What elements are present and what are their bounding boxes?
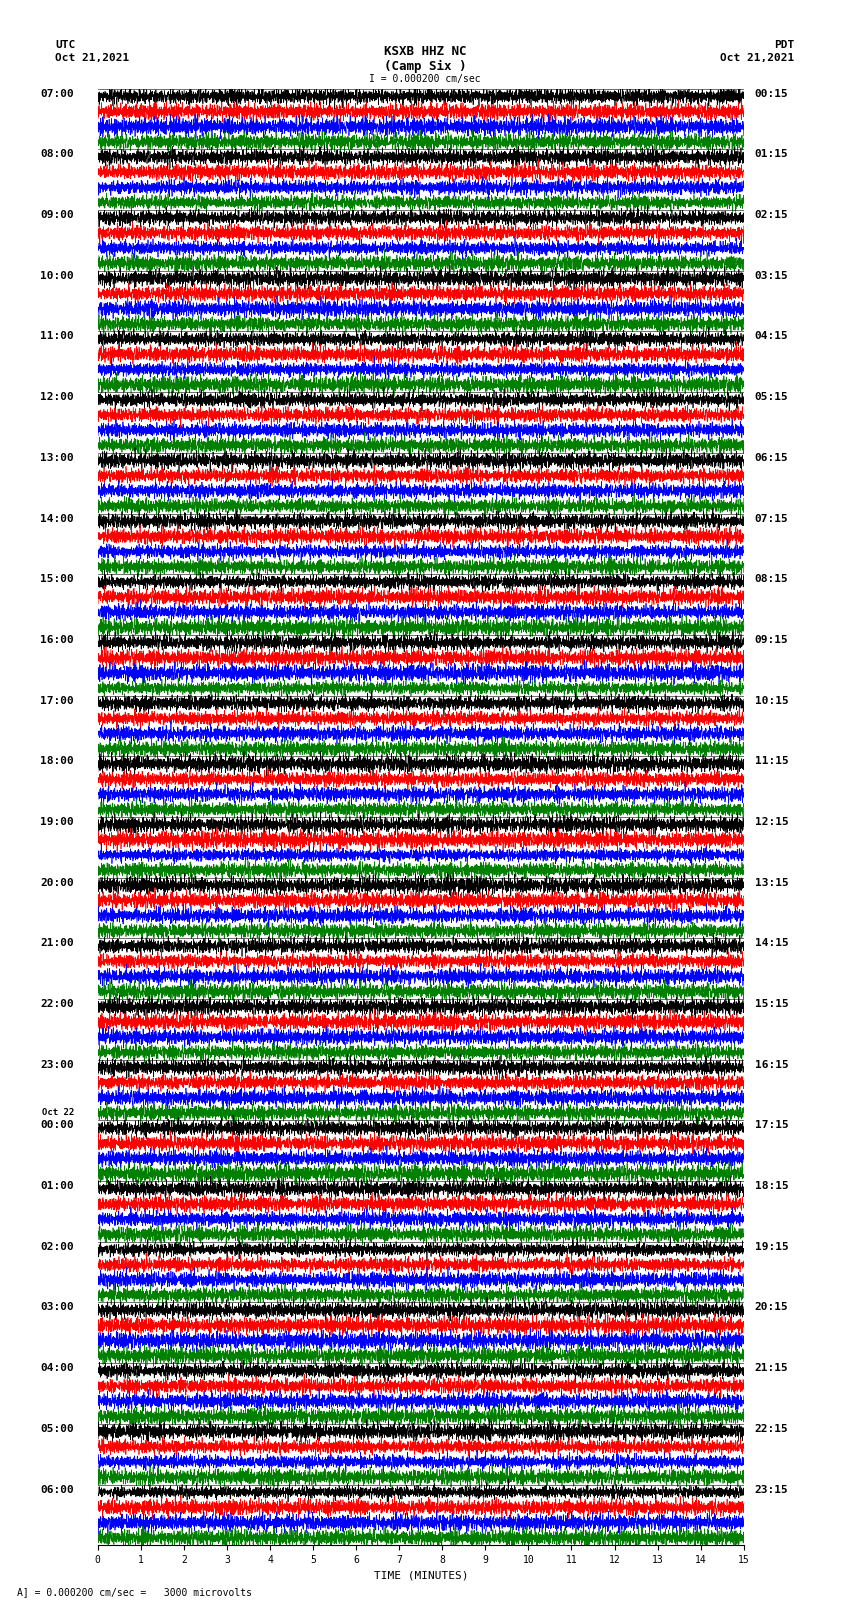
Text: 23:15: 23:15	[755, 1484, 788, 1495]
Text: 01:15: 01:15	[755, 150, 788, 160]
Text: 13:00: 13:00	[40, 453, 74, 463]
X-axis label: TIME (MINUTES): TIME (MINUTES)	[373, 1571, 468, 1581]
Text: 23:00: 23:00	[40, 1060, 74, 1069]
Text: 04:00: 04:00	[40, 1363, 74, 1373]
Text: 10:15: 10:15	[755, 695, 788, 705]
Text: Oct 21,2021: Oct 21,2021	[55, 53, 129, 63]
Text: 22:15: 22:15	[755, 1424, 788, 1434]
Text: 14:00: 14:00	[40, 513, 74, 524]
Text: 09:00: 09:00	[40, 210, 74, 219]
Text: 11:15: 11:15	[755, 756, 788, 766]
Text: 07:15: 07:15	[755, 513, 788, 524]
Text: 09:15: 09:15	[755, 636, 788, 645]
Text: 10:00: 10:00	[40, 271, 74, 281]
Text: 16:15: 16:15	[755, 1060, 788, 1069]
Text: (Camp Six ): (Camp Six )	[383, 60, 467, 73]
Text: 02:00: 02:00	[40, 1242, 74, 1252]
Text: 18:15: 18:15	[755, 1181, 788, 1190]
Text: 14:15: 14:15	[755, 939, 788, 948]
Text: 21:15: 21:15	[755, 1363, 788, 1373]
Text: 19:15: 19:15	[755, 1242, 788, 1252]
Text: 18:00: 18:00	[40, 756, 74, 766]
Text: 21:00: 21:00	[40, 939, 74, 948]
Text: 16:00: 16:00	[40, 636, 74, 645]
Text: 04:15: 04:15	[755, 332, 788, 342]
Text: 15:15: 15:15	[755, 998, 788, 1010]
Text: A] = 0.000200 cm/sec =   3000 microvolts: A] = 0.000200 cm/sec = 3000 microvolts	[17, 1587, 252, 1597]
Text: 20:15: 20:15	[755, 1303, 788, 1313]
Text: 06:15: 06:15	[755, 453, 788, 463]
Text: I = 0.000200 cm/sec: I = 0.000200 cm/sec	[369, 74, 481, 84]
Text: 00:00: 00:00	[40, 1121, 74, 1131]
Text: 03:15: 03:15	[755, 271, 788, 281]
Text: Oct 21,2021: Oct 21,2021	[721, 53, 795, 63]
Text: 22:00: 22:00	[40, 998, 74, 1010]
Text: 08:00: 08:00	[40, 150, 74, 160]
Text: 17:15: 17:15	[755, 1121, 788, 1131]
Text: 07:00: 07:00	[40, 89, 74, 98]
Text: UTC: UTC	[55, 40, 76, 50]
Text: 08:15: 08:15	[755, 574, 788, 584]
Text: 03:00: 03:00	[40, 1303, 74, 1313]
Text: 01:00: 01:00	[40, 1181, 74, 1190]
Text: 05:15: 05:15	[755, 392, 788, 402]
Text: 06:00: 06:00	[40, 1484, 74, 1495]
Text: 12:15: 12:15	[755, 818, 788, 827]
Text: 00:15: 00:15	[755, 89, 788, 98]
Text: Oct 22: Oct 22	[42, 1108, 74, 1118]
Text: 13:15: 13:15	[755, 877, 788, 887]
Text: PDT: PDT	[774, 40, 795, 50]
Text: KSXB HHZ NC: KSXB HHZ NC	[383, 45, 467, 58]
Text: 12:00: 12:00	[40, 392, 74, 402]
Text: 19:00: 19:00	[40, 818, 74, 827]
Text: 20:00: 20:00	[40, 877, 74, 887]
Text: 02:15: 02:15	[755, 210, 788, 219]
Text: 17:00: 17:00	[40, 695, 74, 705]
Text: 05:00: 05:00	[40, 1424, 74, 1434]
Text: 15:00: 15:00	[40, 574, 74, 584]
Text: 11:00: 11:00	[40, 332, 74, 342]
